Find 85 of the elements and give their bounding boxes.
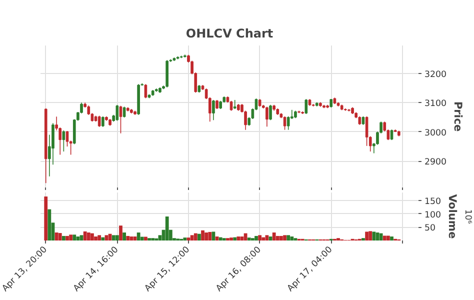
bar <box>382 236 386 240</box>
y-axis-title: Price <box>452 101 465 132</box>
bar <box>101 237 105 240</box>
bar <box>265 235 269 240</box>
bar <box>365 232 368 240</box>
y-axis-title: Volume <box>446 194 460 239</box>
candlestick <box>212 100 215 121</box>
candlestick <box>266 106 268 127</box>
bar <box>283 235 286 240</box>
candlestick <box>101 116 104 128</box>
bar <box>165 216 169 240</box>
bar <box>58 233 62 240</box>
bar <box>140 236 144 240</box>
bar <box>204 232 208 240</box>
bar <box>390 236 394 240</box>
bar <box>272 232 276 240</box>
bar <box>76 236 80 240</box>
bar <box>290 236 294 240</box>
candlestick <box>62 130 66 152</box>
bar <box>130 236 134 240</box>
y-tick-label: 2900 <box>424 158 447 168</box>
bar <box>197 234 201 240</box>
text: 10⁶ <box>462 209 472 224</box>
candlestick <box>116 104 119 122</box>
bar <box>230 238 233 240</box>
y-tick-label: 3200 <box>424 70 447 80</box>
candlestick <box>304 98 308 114</box>
bar <box>83 231 87 240</box>
bar <box>115 235 119 240</box>
bar <box>90 233 94 240</box>
bar <box>119 226 122 240</box>
bar <box>258 235 262 240</box>
bar <box>98 235 102 240</box>
bar <box>72 234 76 240</box>
bar <box>194 233 198 240</box>
bar <box>94 236 98 240</box>
candlestick <box>230 100 233 112</box>
candlestick <box>390 129 394 140</box>
candlestick <box>66 130 69 147</box>
bar <box>86 232 90 240</box>
candlestick <box>98 115 101 128</box>
bar <box>69 234 73 240</box>
bar <box>218 237 222 240</box>
bar <box>62 236 66 240</box>
candlestick <box>122 106 126 118</box>
bar <box>379 233 383 240</box>
bar <box>44 196 48 240</box>
y-tick-label: 100 <box>424 210 442 220</box>
candlestick <box>283 116 286 130</box>
bar <box>386 236 390 240</box>
y-tick-label: 150 <box>424 197 442 207</box>
bar <box>276 236 280 240</box>
bar <box>372 232 376 240</box>
bar <box>208 232 212 240</box>
bar <box>48 209 52 240</box>
bar <box>286 235 290 240</box>
bar <box>247 238 251 240</box>
candlestick <box>216 100 218 110</box>
bar <box>233 237 237 240</box>
bar <box>80 235 84 240</box>
bar <box>190 235 194 240</box>
y-tick-label: 50 <box>424 224 436 234</box>
candlestick <box>269 104 272 121</box>
candlestick <box>233 100 236 110</box>
bar <box>136 232 140 240</box>
y-tick-label: 3000 <box>424 128 447 138</box>
bar <box>122 232 126 240</box>
bar <box>212 232 216 240</box>
bar <box>254 236 258 240</box>
bar <box>368 231 372 240</box>
bar <box>236 236 240 240</box>
bar <box>144 236 148 240</box>
bar <box>112 235 116 240</box>
candlestick <box>119 105 122 134</box>
candlestick <box>144 84 148 99</box>
chart-title: OHLCV Chart <box>186 26 274 40</box>
y-tick-label: 3100 <box>424 99 447 110</box>
bar <box>183 238 187 240</box>
bar <box>262 237 266 240</box>
bar <box>201 230 204 240</box>
bar <box>126 236 130 240</box>
bar <box>186 238 190 240</box>
bar <box>104 235 108 240</box>
bar <box>280 236 283 240</box>
bar <box>66 236 69 240</box>
